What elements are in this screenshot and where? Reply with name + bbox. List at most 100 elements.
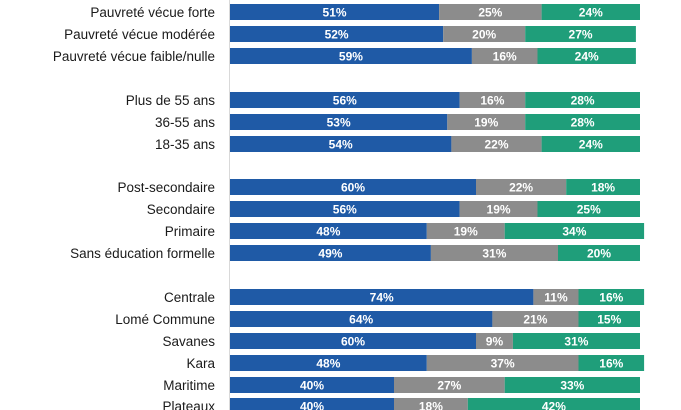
bar-segment [447,114,526,130]
data-label: 11% [544,291,568,305]
data-label: 40% [300,379,324,393]
data-label: 27% [437,379,461,393]
bar-segment [451,136,542,152]
bar-segment [504,223,645,239]
data-label: 20% [587,247,611,261]
category-label: Plus de 55 ans [126,93,216,108]
data-label: 52% [325,28,349,42]
data-label: 56% [333,94,357,108]
data-label: 40% [300,400,324,410]
bar-segment [467,398,640,410]
bar-segment [541,4,640,20]
category-label: Primaire [165,224,215,239]
bar-segment [525,92,640,108]
data-label: 15% [597,313,621,327]
data-label: 60% [341,181,365,195]
bar-segment [230,311,493,327]
data-label: 16% [493,50,517,64]
bar-segment [443,26,526,42]
data-label: 27% [569,28,593,42]
bar-segment [525,114,640,130]
data-label: 16% [599,291,623,305]
data-label: 20% [472,28,496,42]
data-label: 18% [591,181,615,195]
bar-segment [558,245,640,261]
category-label: 18-35 ans [155,137,215,152]
bar-segment [537,201,640,217]
bar-segment [230,289,534,305]
data-label: 16% [480,94,504,108]
bar-segment [426,355,579,371]
data-label: 16% [599,357,623,371]
category-label: Pauvreté vécue faible/nulle [53,49,215,64]
category-label: Sans éducation formelle [70,246,215,261]
bar-segment [230,114,448,130]
bar-segment [525,26,636,42]
data-label: 19% [454,225,478,239]
data-label: 9% [486,335,504,349]
data-label: 25% [577,203,601,217]
bar-segment [459,201,538,217]
bar-segment [230,48,472,64]
data-label: 28% [571,116,595,130]
bar-segment [512,333,640,349]
bar-segment [476,179,567,195]
data-label: 31% [564,335,588,349]
category-label: Plateaux [162,399,215,410]
data-label: 24% [575,50,599,64]
data-label: 59% [339,50,363,64]
data-label: 42% [542,400,566,410]
data-label: 25% [478,6,502,20]
bar-segment [566,179,640,195]
bar-segment [476,333,513,349]
data-label: 33% [560,379,584,393]
data-label: 48% [316,357,340,371]
bar-segment [230,398,394,410]
bar-segment [459,92,526,108]
bar-segment [492,311,579,327]
category-axis-line [229,0,230,410]
bar-segment [394,377,505,393]
data-label: 24% [579,138,603,152]
data-label: 51% [323,6,347,20]
bar-segment [537,48,636,64]
bar-segment [230,223,427,239]
data-label: 60% [341,335,365,349]
bar-segment [426,223,505,239]
data-label: 18% [419,400,443,410]
category-label: Lomé Commune [115,312,215,327]
bar-segment [578,311,640,327]
bar-segment [230,179,476,195]
data-label: 31% [482,247,506,261]
data-label: 28% [571,94,595,108]
data-label: 64% [349,313,373,327]
data-label: 24% [579,6,603,20]
bar-segment [394,398,468,410]
bar-segment [504,377,640,393]
category-label: Centrale [164,290,215,305]
data-label: 21% [523,313,547,327]
category-label: Pauvreté vécue modérée [64,27,215,42]
data-label: 19% [474,116,498,130]
bar-segment [230,333,476,349]
bar-segment [578,355,645,371]
data-label: 49% [318,247,342,261]
bar-segment [439,4,542,20]
bar-segment [578,289,645,305]
data-label: 37% [491,357,515,371]
data-label: 34% [562,225,586,239]
data-label: 22% [484,138,508,152]
bar-segment [430,245,558,261]
data-label: 19% [487,203,511,217]
bar-segment [230,92,460,108]
category-label: Secondaire [147,202,215,217]
category-label: Pauvreté vécue forte [90,5,215,20]
bar-segment [230,4,440,20]
bar-segment [471,48,538,64]
category-label: Post-secondaire [117,180,215,195]
bar-segment [230,377,394,393]
data-label: 74% [370,291,394,305]
data-label: 56% [333,203,357,217]
bar-segment [230,26,444,42]
